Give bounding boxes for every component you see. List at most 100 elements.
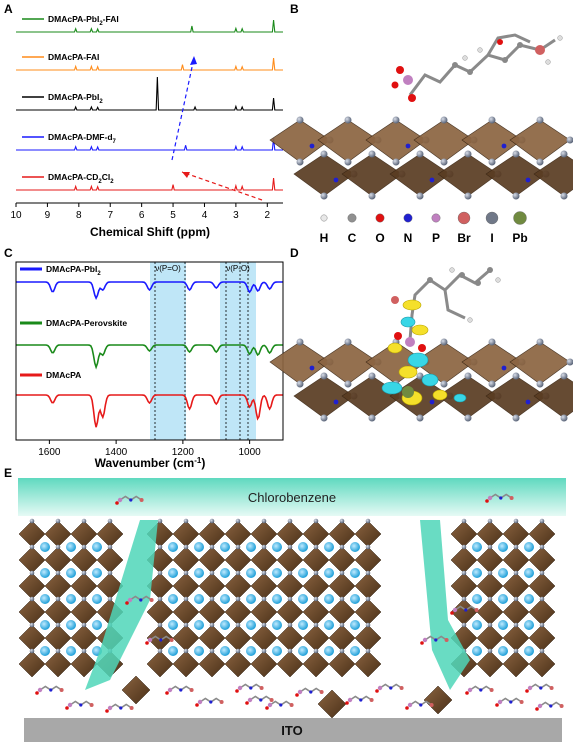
legend-atom-h-label: H <box>320 231 329 245</box>
ftir-tick-label-1600: 1600 <box>38 447 61 458</box>
legend-atom-i-label: I <box>490 231 493 245</box>
legend-atom-br-icon <box>457 211 471 225</box>
nmr-blue-arrow <box>171 57 195 161</box>
nmr-legend-label-2: DMAcPA-PbI2 <box>48 92 103 105</box>
nmr-red-arrowhead <box>182 172 190 178</box>
loose-octahedron-0 <box>121 675 151 705</box>
dmacpa-molecule-e-19 <box>420 635 449 645</box>
legend-atom-n-icon <box>403 213 413 223</box>
nmr-chart: DMAcPA-PbI2-FAI DMAcPA-FAI DMAcPA-PbI2 DMAc… <box>10 14 283 239</box>
nmr-series-2 <box>16 76 283 111</box>
legend-atom-o-label: O <box>375 231 384 245</box>
legend-atom-o-icon <box>375 213 385 223</box>
legend-atom-br-label: Br <box>457 231 471 245</box>
nmr-tick-label-4: 4 <box>202 210 208 221</box>
grain-center <box>146 518 382 678</box>
po-double-annotation: ν(P=O) <box>155 264 181 273</box>
legend-atom-n-label: N <box>404 231 413 245</box>
charge-density-lobes <box>381 299 467 406</box>
panel-d-label: D <box>290 246 299 260</box>
ftir-tick-label-1400: 1400 <box>105 447 128 458</box>
dmacpa-molecule-e-16 <box>485 493 514 503</box>
nmr-legend-label-0: DMAcPA-PbI2-FAI <box>48 14 119 27</box>
ftir-series-1 <box>16 344 283 370</box>
nmr-blue-arrowhead <box>190 56 197 65</box>
legend-atom-pb-icon <box>513 211 527 225</box>
ftir-legend-label-1: DMAcPA-Perovskite <box>46 318 127 328</box>
po-single-annotation: ν(P-O) <box>226 264 250 273</box>
ftir-x-axis-label: Wavenumber (cm-1) <box>95 456 206 470</box>
dmacpa-molecule-e-7 <box>295 687 324 697</box>
legend-atom-c-label: C <box>348 231 357 245</box>
ftir-tick-label-1000: 1000 <box>239 447 262 458</box>
dmacpa-molecule-e-0 <box>35 685 64 695</box>
nmr-tick-label-10: 10 <box>10 210 22 221</box>
dmacpa-molecule-e-15 <box>115 495 144 505</box>
nmr-series-0 <box>16 19 283 33</box>
ftir-series-2 <box>16 394 283 428</box>
po-single-band-highlight <box>220 262 256 440</box>
legend-atom-h-icon <box>320 214 328 222</box>
solvent-channel-left <box>85 520 158 690</box>
loose-octahedron-2 <box>423 685 453 715</box>
chlorobenzene-label: Chlorobenzene <box>248 490 336 505</box>
grain-right <box>450 518 556 678</box>
dmacpa-molecule-b <box>391 33 563 102</box>
ito-substrate <box>24 718 562 742</box>
nmr-tick-label-5: 5 <box>170 210 176 221</box>
nmr-legend-label-1: DMAcPA-FAI <box>48 52 99 62</box>
nmr-tick-label-9: 9 <box>45 210 51 221</box>
nmr-series-4 <box>16 177 283 191</box>
nmr-tick-label-6: 6 <box>139 210 145 221</box>
nmr-tick-label-7: 7 <box>107 210 113 221</box>
nmr-legend-label-4: DMAcPA-CD2Cl2 <box>48 172 114 185</box>
grain-left <box>18 518 124 678</box>
dmacpa-molecule-d <box>391 267 501 352</box>
dmacpa-molecule-e-1 <box>65 700 94 710</box>
charge-density-model-d <box>269 267 573 440</box>
dmacpa-molecule-e-3 <box>165 685 194 695</box>
structure-model-b: H C O N P Br I Pb <box>269 33 573 245</box>
panel-c-label: C <box>4 246 13 260</box>
legend-atom-p-icon <box>431 213 441 223</box>
dmacpa-molecule-e-11 <box>465 685 494 695</box>
dmacpa-molecule-e-14 <box>535 701 564 711</box>
legend-atom-i-icon <box>485 211 499 225</box>
dmacpa-molecule-e-20 <box>450 605 479 615</box>
solvent-channel-right <box>420 520 470 690</box>
panel-b-label: B <box>290 2 299 16</box>
ito-label: ITO <box>281 723 302 738</box>
dmacpa-molecule-e-18 <box>145 635 174 645</box>
panel-e-label: E <box>4 466 13 480</box>
dmacpa-molecule-e-12 <box>495 697 524 707</box>
dmacpa-molecule-e-5 <box>235 683 264 693</box>
dmacpa-molecule-e-6 <box>265 700 294 710</box>
ftir-legend-label-0: DMAcPA-PbI2 <box>46 264 101 277</box>
nmr-tick-label-3: 3 <box>233 210 239 221</box>
po-double-band-highlight <box>150 262 186 440</box>
nmr-red-arrow <box>181 171 263 201</box>
dmacpa-molecule-e-21 <box>125 595 154 605</box>
nmr-legend-label-3: DMAcPA-DMF-d7 <box>48 132 117 145</box>
legend-atom-pb-label: Pb <box>512 231 527 245</box>
dmacpa-molecule-e-4 <box>195 697 224 707</box>
interface-schematic: Chlorobenzene ITO <box>18 478 566 742</box>
legend-atom-c-icon <box>347 213 357 223</box>
dmacpa-molecule-e-2 <box>105 703 134 713</box>
dmacpa-molecule-e-17 <box>245 695 274 705</box>
ftir-tick-label-1200: 1200 <box>172 447 195 458</box>
ftir-series-0 <box>16 281 283 300</box>
nmr-series-1 <box>16 57 283 71</box>
nmr-series-3 <box>16 137 283 151</box>
dmacpa-molecule-e-10 <box>405 700 434 710</box>
legend-atom-p-label: P <box>432 231 440 245</box>
ftir-legend-label-2: DMAcPA <box>46 370 81 380</box>
dmacpa-molecule-e-8 <box>345 695 374 705</box>
ftir-frame <box>15 261 284 441</box>
panel-a-label: A <box>4 2 13 16</box>
chlorobenzene-layer <box>18 478 566 516</box>
dmacpa-molecule-e-9 <box>375 683 404 693</box>
nmr-tick-label-8: 8 <box>76 210 82 221</box>
ftir-chart: ν(P=O) ν(P-O) DMAcPA-PbI2 DMAcPA-Perovski… <box>15 261 284 470</box>
